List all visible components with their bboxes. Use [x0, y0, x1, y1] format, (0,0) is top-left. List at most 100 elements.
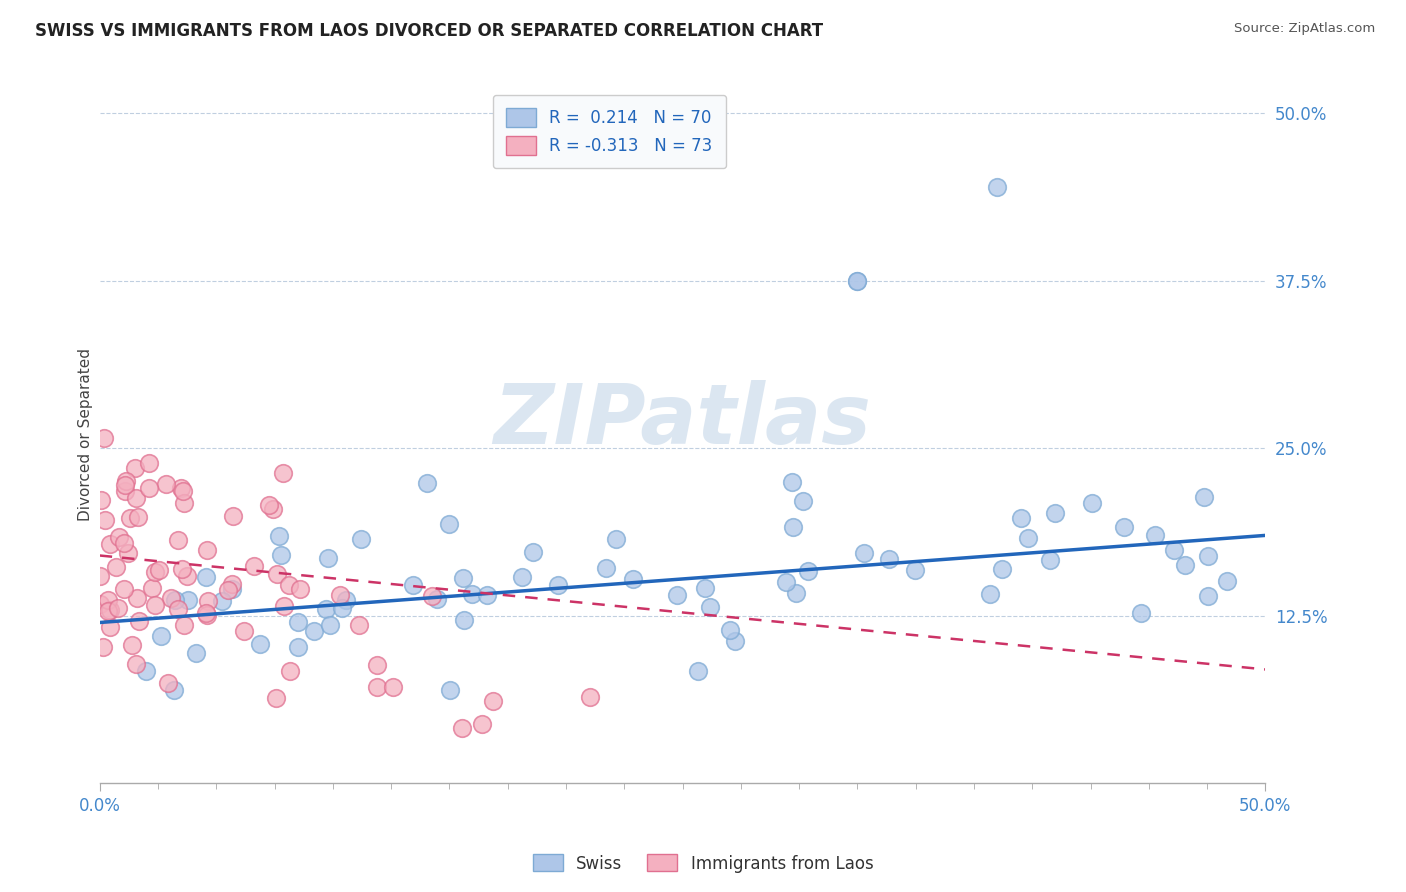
Point [257, 498, 280, 512]
Point [177, 593, 200, 607]
Point [904, 563, 927, 577]
Point [172, 483, 194, 498]
Point [91, 640, 114, 655]
Point [287, 640, 309, 654]
Point [221, 509, 243, 524]
Point [150, 629, 173, 643]
Point [1114, 520, 1136, 534]
Point [277, 578, 299, 592]
Point [89, 597, 111, 611]
Point [724, 634, 747, 648]
Point [288, 582, 311, 596]
Point [270, 549, 292, 563]
Point [141, 581, 163, 595]
Point [1192, 490, 1215, 504]
Point [329, 588, 352, 602]
Text: Source: ZipAtlas.com: Source: ZipAtlas.com [1234, 22, 1375, 36]
Point [162, 682, 184, 697]
Point [125, 491, 148, 506]
Point [211, 594, 233, 608]
Point [267, 529, 290, 543]
Point [98, 620, 121, 634]
Point [166, 533, 188, 547]
Point [160, 591, 183, 605]
Point [401, 578, 423, 592]
Point [242, 559, 264, 574]
Point [453, 613, 475, 627]
Point [595, 560, 617, 574]
Point [621, 572, 644, 586]
Point [453, 571, 475, 585]
Point [1039, 553, 1062, 567]
Point [112, 536, 135, 550]
Point [93, 513, 115, 527]
Point [330, 600, 353, 615]
Point [221, 582, 243, 596]
Point [127, 510, 149, 524]
Point [262, 501, 284, 516]
Point [382, 680, 405, 694]
Point [316, 551, 339, 566]
Point [114, 483, 136, 498]
Point [846, 274, 869, 288]
Point [349, 533, 371, 547]
Point [156, 675, 179, 690]
Point [461, 587, 484, 601]
Point [115, 475, 138, 489]
Point [792, 493, 814, 508]
Point [475, 588, 498, 602]
Point [1081, 495, 1104, 509]
Point [163, 593, 186, 607]
Point [112, 582, 135, 596]
Point [437, 517, 460, 532]
Point [120, 511, 142, 525]
Point [138, 481, 160, 495]
Point [782, 520, 804, 534]
Point [107, 600, 129, 615]
Point [197, 594, 219, 608]
Point [693, 582, 716, 596]
Point [1010, 511, 1032, 525]
Point [366, 680, 388, 694]
Point [89, 569, 111, 583]
Point [273, 599, 295, 614]
Y-axis label: Divorced or Separated: Divorced or Separated [79, 349, 93, 521]
Point [1197, 549, 1219, 563]
Point [121, 638, 143, 652]
Point [287, 615, 309, 630]
Point [184, 646, 207, 660]
Point [264, 691, 287, 706]
Point [471, 717, 494, 731]
Point [1197, 589, 1219, 603]
Point [853, 546, 876, 560]
Point [415, 475, 437, 490]
Point [195, 570, 218, 584]
Point [775, 574, 797, 589]
Point [176, 568, 198, 582]
Point [166, 601, 188, 615]
Point [170, 562, 193, 576]
Point [796, 564, 818, 578]
Point [420, 590, 443, 604]
Legend: Swiss, Immigrants from Laos: Swiss, Immigrants from Laos [526, 847, 880, 880]
Text: SWISS VS IMMIGRANTS FROM LAOS DIVORCED OR SEPARATED CORRELATION CHART: SWISS VS IMMIGRANTS FROM LAOS DIVORCED O… [35, 22, 824, 40]
Legend: R =  0.214   N = 70, R = -0.313   N = 73: R = 0.214 N = 70, R = -0.313 N = 73 [492, 95, 725, 169]
Point [97, 604, 120, 618]
Point [319, 618, 342, 632]
Point [547, 578, 569, 592]
Point [221, 576, 243, 591]
Point [195, 542, 218, 557]
Point [510, 570, 533, 584]
Point [271, 466, 294, 480]
Point [173, 618, 195, 632]
Point [249, 636, 271, 650]
Point [232, 624, 254, 638]
Point [1174, 558, 1197, 572]
Point [699, 600, 721, 615]
Point [143, 565, 166, 579]
Point [450, 721, 472, 735]
Point [1129, 607, 1152, 621]
Point [1216, 574, 1239, 588]
Point [877, 552, 900, 566]
Point [278, 664, 301, 678]
